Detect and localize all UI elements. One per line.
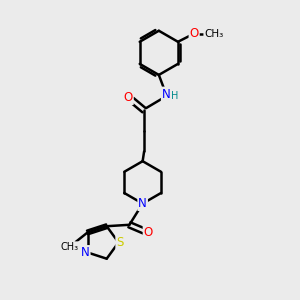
Text: O: O bbox=[190, 27, 199, 40]
Text: CH₃: CH₃ bbox=[204, 28, 224, 38]
Text: N: N bbox=[162, 88, 171, 100]
Text: O: O bbox=[124, 91, 133, 104]
Text: O: O bbox=[144, 226, 153, 239]
Text: N: N bbox=[81, 246, 90, 259]
Text: S: S bbox=[116, 236, 124, 249]
Text: CH₃: CH₃ bbox=[60, 242, 78, 252]
Text: H: H bbox=[171, 92, 178, 101]
Text: N: N bbox=[138, 197, 147, 210]
